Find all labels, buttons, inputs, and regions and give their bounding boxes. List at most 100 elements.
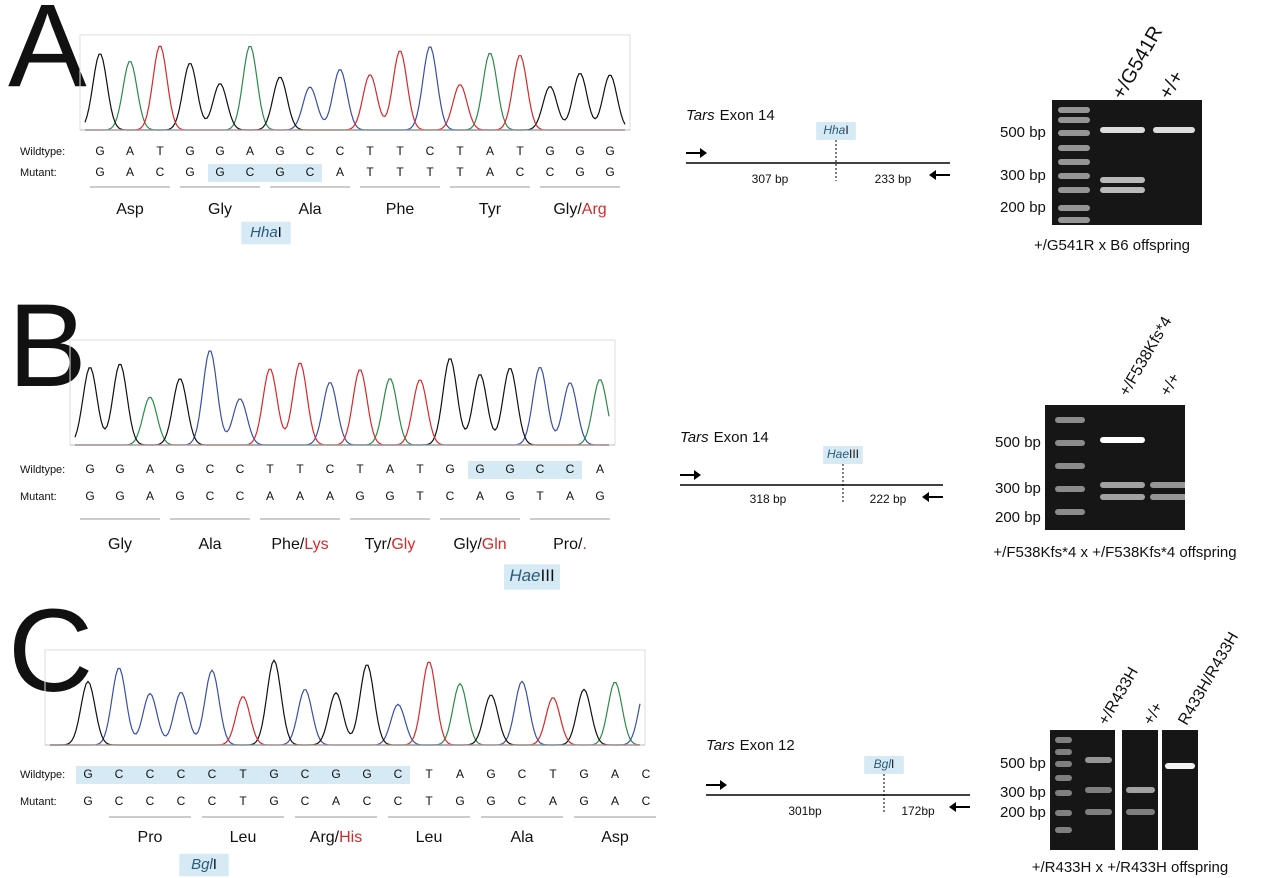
gel-band bbox=[1055, 737, 1072, 743]
base: A bbox=[146, 489, 154, 503]
amino-acid: Pro bbox=[138, 829, 163, 846]
base: G bbox=[579, 767, 588, 781]
base: C bbox=[177, 767, 186, 781]
base: G bbox=[505, 462, 514, 476]
enzyme-italic: Bgl bbox=[191, 856, 213, 873]
amino-acid: Leu bbox=[416, 829, 443, 846]
base: G bbox=[545, 144, 554, 158]
base: G bbox=[445, 462, 454, 476]
ladder-label: 500 bp bbox=[1000, 124, 1046, 141]
base: A bbox=[126, 144, 134, 158]
base: G bbox=[355, 489, 364, 503]
amino-acid-wildtype: Asp bbox=[601, 829, 629, 846]
base: G bbox=[579, 794, 588, 808]
base: C bbox=[518, 794, 527, 808]
ladder-label: 200 bp bbox=[1000, 804, 1046, 821]
gel-band bbox=[1100, 494, 1145, 500]
gene-italic: Tars bbox=[706, 737, 735, 754]
amino-acid-wildtype: Ala bbox=[198, 536, 221, 553]
base: G bbox=[95, 144, 104, 158]
base: A bbox=[246, 144, 254, 158]
base: G bbox=[175, 489, 184, 503]
chromatogram-trace bbox=[85, 47, 625, 130]
amino-acid-wildtype: Phe bbox=[386, 201, 415, 218]
amino-acid: Gly bbox=[108, 536, 132, 553]
gel-band bbox=[1055, 509, 1085, 515]
base: G bbox=[269, 794, 278, 808]
gel-band bbox=[1058, 130, 1090, 136]
gel-band bbox=[1100, 482, 1145, 488]
gel-band bbox=[1100, 187, 1145, 193]
amino-acid-wildtype: Gly/ bbox=[553, 201, 582, 218]
chromatogram-trace bbox=[50, 660, 640, 745]
amino-acid-wildtype: Gly/ bbox=[453, 536, 482, 553]
base: C bbox=[146, 794, 155, 808]
amino-acid-wildtype: Pro bbox=[138, 829, 163, 846]
base: G bbox=[505, 489, 514, 503]
base: G bbox=[486, 767, 495, 781]
fragment-size: 318 bp bbox=[750, 492, 787, 506]
fragment-size: 233 bp bbox=[875, 172, 912, 186]
amino-acid-mutant: Arg bbox=[582, 201, 607, 218]
base: T bbox=[156, 144, 164, 158]
base: G bbox=[269, 767, 278, 781]
base: T bbox=[396, 165, 404, 179]
base: T bbox=[456, 165, 464, 179]
amino-acid: Leu bbox=[230, 829, 257, 846]
reverse-primer bbox=[929, 170, 950, 180]
amino-acid: Arg/His bbox=[310, 829, 362, 846]
lane-label: +/R433H bbox=[1095, 665, 1142, 729]
base: C bbox=[208, 767, 217, 781]
ladder-label: 500 bp bbox=[1000, 755, 1046, 772]
panel-label: B bbox=[8, 280, 87, 412]
gel-band bbox=[1165, 763, 1195, 769]
base: A bbox=[336, 165, 344, 179]
base: G bbox=[575, 144, 584, 158]
base: C bbox=[546, 165, 555, 179]
base: G bbox=[115, 462, 124, 476]
gene-italic: Tars bbox=[686, 107, 715, 124]
base: C bbox=[236, 489, 245, 503]
base: T bbox=[416, 462, 424, 476]
gene-italic: Tars bbox=[680, 429, 709, 446]
enzyme-label: HhaI bbox=[823, 123, 848, 137]
base: C bbox=[363, 794, 372, 808]
enzyme-roman: III bbox=[541, 566, 555, 585]
amino-acid-wildtype: Gly bbox=[208, 201, 232, 218]
base: T bbox=[425, 767, 433, 781]
lane-label: +/+ bbox=[1155, 67, 1189, 103]
enzyme-label: HaeIII bbox=[827, 447, 859, 461]
gel-band bbox=[1055, 790, 1072, 796]
gel-band bbox=[1055, 761, 1072, 767]
base: C bbox=[306, 144, 315, 158]
base: T bbox=[536, 489, 544, 503]
base: A bbox=[549, 794, 557, 808]
amino-acid-wildtype: Arg/ bbox=[310, 829, 340, 846]
base: G bbox=[95, 165, 104, 179]
base: C bbox=[642, 767, 651, 781]
gel-band bbox=[1150, 494, 1190, 500]
base: G bbox=[575, 165, 584, 179]
base: G bbox=[85, 489, 94, 503]
base: C bbox=[206, 489, 215, 503]
gel-caption: +/G541R x B6 offspring bbox=[1034, 237, 1190, 254]
base: G bbox=[85, 462, 94, 476]
gel-band bbox=[1100, 437, 1145, 443]
gel-band bbox=[1055, 417, 1085, 423]
amino-acid-mutant: Gly bbox=[391, 536, 415, 553]
panel-label: C bbox=[8, 585, 93, 717]
amino-acid: Gly/Gln bbox=[453, 536, 506, 553]
base: C bbox=[115, 767, 124, 781]
base: T bbox=[549, 767, 557, 781]
enzyme-roman: I bbox=[278, 224, 282, 241]
base: C bbox=[301, 794, 310, 808]
base: T bbox=[239, 767, 247, 781]
base: A bbox=[566, 489, 574, 503]
gel bbox=[1162, 730, 1198, 850]
base: A bbox=[126, 165, 134, 179]
chromatogram-trace bbox=[50, 683, 640, 745]
gel-band bbox=[1058, 159, 1090, 165]
base: C bbox=[146, 767, 155, 781]
gel-band bbox=[1058, 187, 1090, 193]
base: C bbox=[306, 165, 315, 179]
